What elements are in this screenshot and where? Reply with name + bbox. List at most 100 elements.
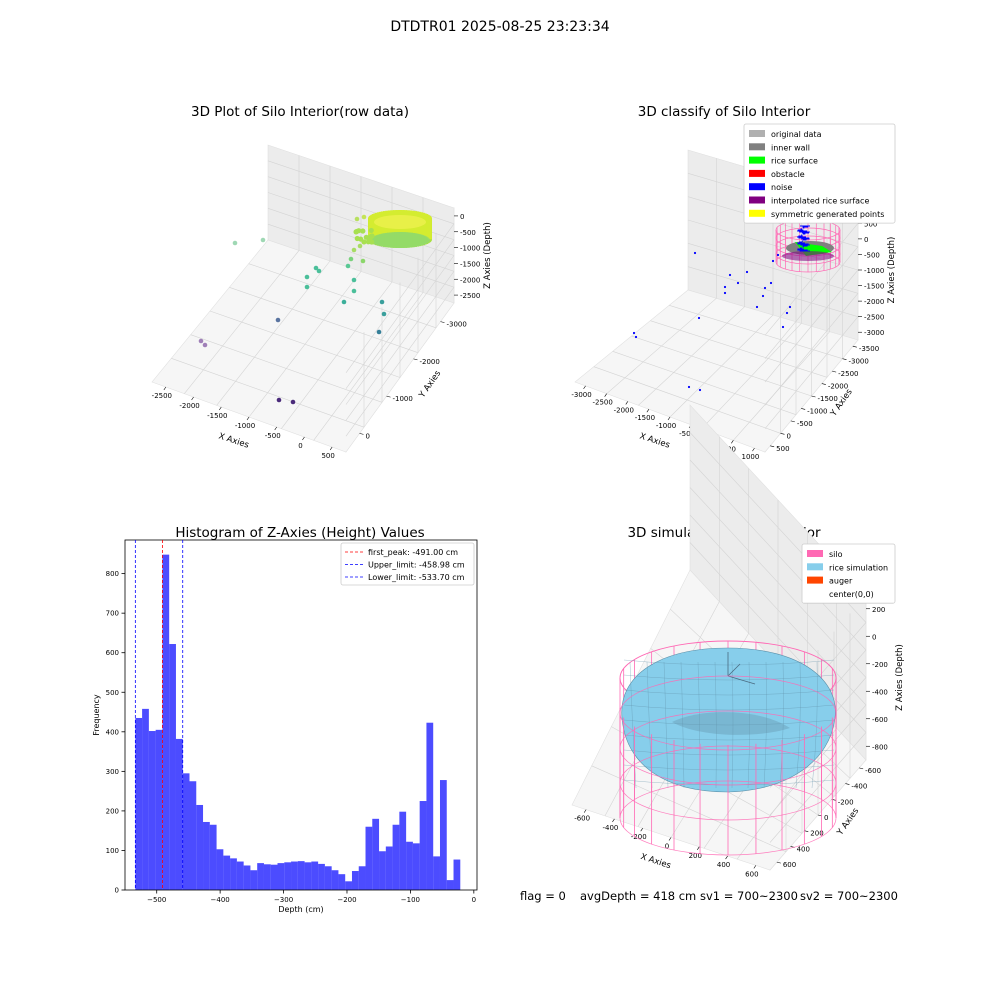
raw-data-point [202,342,208,348]
ring-point [427,217,432,240]
histogram-bar [439,780,447,890]
noise-point [776,253,780,257]
side-grid-line [345,223,455,374]
histogram-bar [155,729,163,890]
x-tick-label: 200 [689,852,702,860]
histogram-bar [135,717,143,890]
raw-data-3d-plot: 3D Plot of Silo Interior(row data) -2500… [151,104,493,460]
raw-data-point [316,268,322,274]
histogram-bar [392,824,400,890]
center-axis-line [727,675,756,685]
x-tick-label: -2500 [152,392,172,400]
histogram-bar [311,861,319,890]
z-tick-label: -2500 [460,292,480,300]
x-tick-label: -1500 [635,414,655,422]
y-axis-label: Y Axies [835,806,862,838]
noise-point [785,311,789,315]
histogram-bar [175,738,183,890]
z-tick-label: -200 [872,661,888,669]
x-tick [697,846,700,850]
y-tick [790,420,795,423]
histogram-bar [203,821,210,890]
y-tick-label: 400 [797,845,810,853]
noise-point [693,251,697,255]
y-tick-label: 700 [106,610,119,618]
y-tick-label: 0 [366,432,370,440]
y-tick [413,358,418,361]
x-tick [246,416,250,421]
histogram-bar [169,644,176,890]
x-tick-label: 1000 [742,453,760,461]
noise-point [723,291,727,295]
histogram-bar [338,874,346,890]
x-tick-label: -3000 [571,391,591,399]
legend-label: obstacle [771,170,805,179]
z-tick-label: -800 [872,743,888,751]
y-tick-label: 0 [787,432,791,440]
legend-swatch [807,589,823,597]
x-tick-label: -1000 [235,422,255,430]
legend-label: auger [829,577,853,586]
histogram-bar [284,862,292,890]
raw-data-point [376,329,382,335]
sv1-text: sv1 = 700~2300 [700,889,798,903]
z-tick-label: -1000 [460,245,480,253]
x-axis-label: X Axies [639,852,672,871]
y-tick-label: 500 [776,445,789,453]
rice-mesh-line [811,661,818,789]
raw-data-point [379,299,385,305]
histogram-bar [331,870,339,890]
histogram-bar [426,722,434,890]
raw-data-point [354,216,360,222]
y-tick [859,767,864,770]
z-tick-label: -500 [864,251,880,259]
rice-mesh-line [779,661,784,789]
x-tick-label: −100 [401,896,420,904]
rice-mesh-line [763,661,767,789]
legend-swatch [749,156,765,164]
y-tick-label: 100 [106,847,119,855]
legend-swatch [807,550,823,557]
x-tick-label: 500 [321,452,334,460]
y-tick-label: -1000 [807,407,827,415]
x-tick [752,447,755,452]
x-tick [274,426,277,431]
simulation-3d-plot: 3D simulation of Silo Interior -600-400-… [571,404,905,878]
rice-mesh-line [623,749,835,756]
histogram-bar [182,773,190,890]
y-tick-label: -3500 [859,345,879,353]
x-tick [219,406,222,411]
z-axis-label: Z Axies (Depth) [895,644,905,711]
x-tick-label: −200 [337,896,356,904]
z-tick-label: 0 [460,213,464,221]
x-tick-label: 0 [298,442,302,450]
rice-mesh-line [623,764,835,771]
histogram-bar [277,863,285,890]
y-tick [386,395,391,398]
legend-swatch [749,196,765,204]
histogram-bar [358,866,366,890]
raw-data-point [232,240,238,246]
raw-data-point [381,311,387,317]
silo-ring [619,745,837,821]
rice-mesh-line [680,661,685,789]
histogram-bar [446,880,454,890]
x-tick [753,865,757,869]
y-tick-label: -2000 [828,383,848,391]
x-tick-label: −300 [274,896,293,904]
x-tick [640,828,643,832]
rice-mesh-line [795,661,801,789]
legend-swatch [807,563,823,571]
histogram-bar [236,861,244,890]
x-tick [646,409,650,413]
rice-mesh-line [731,661,734,789]
raw-data-point [276,397,282,403]
rice-mesh-line [623,659,835,666]
histogram-bar [419,801,427,890]
histogram-bar [142,708,149,890]
plot-frame [124,539,478,891]
y-tick [770,445,775,448]
z-tick-label: 0 [864,236,868,244]
x-tick [191,396,194,401]
y-tick [832,370,837,373]
